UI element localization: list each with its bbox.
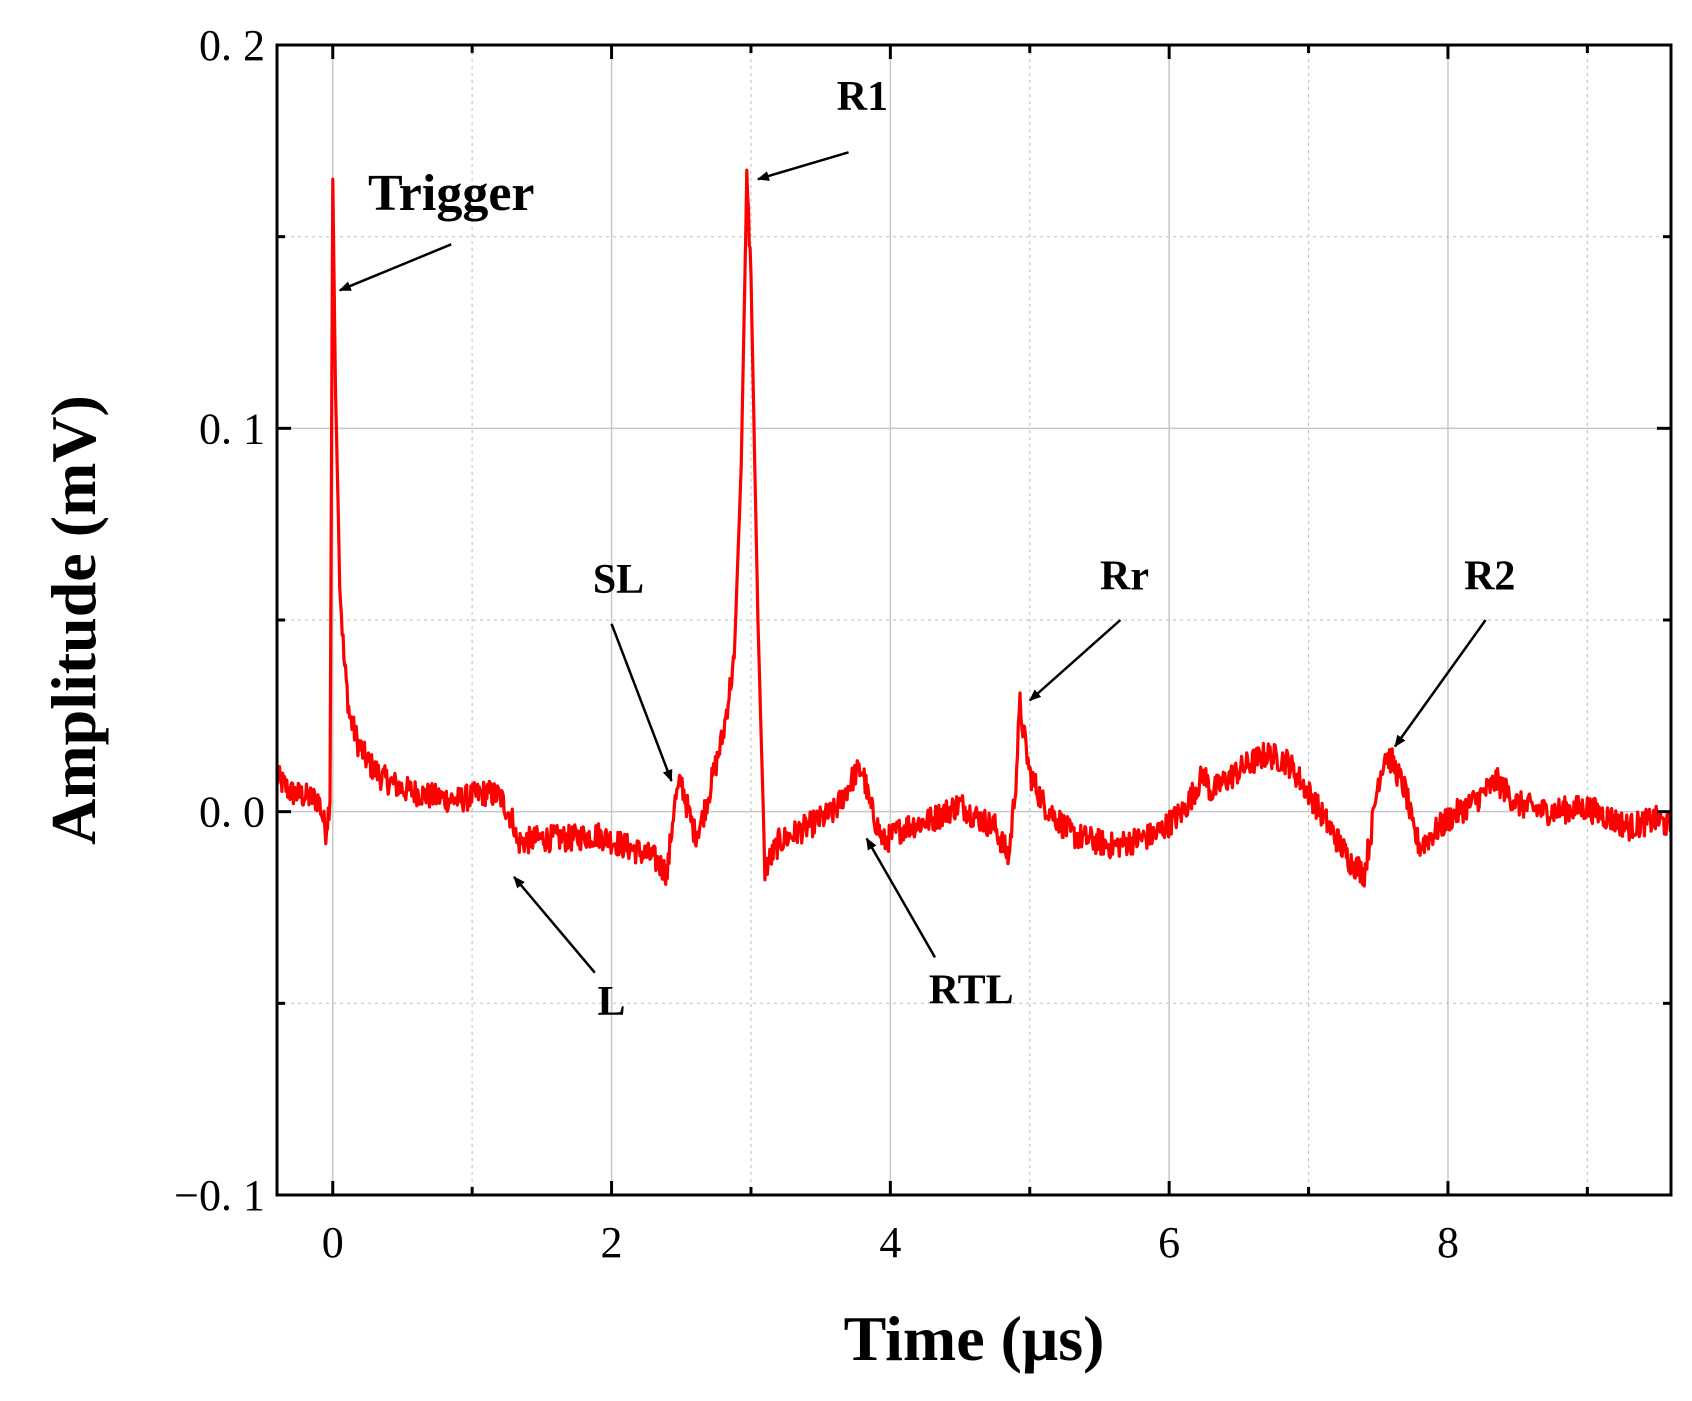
- annotation-label: R1: [837, 74, 888, 120]
- series-line: [277, 168, 1671, 888]
- x-tick-label: 6: [1158, 1218, 1180, 1267]
- x-tick-label: 0: [322, 1218, 344, 1267]
- annotation-arrow: [1393, 619, 1487, 748]
- series-layer: [277, 168, 1671, 888]
- annotation-label: SL: [593, 557, 644, 603]
- x-tick-label: 8: [1437, 1218, 1459, 1267]
- annotation-label: R2: [1464, 553, 1515, 599]
- tick-layer: 0 2 4 6 8 −0. 1 0. 0 0. 1 0. 2: [174, 21, 1671, 1267]
- annotation-label: Rr: [1100, 553, 1149, 599]
- annotation-label: L: [598, 979, 626, 1025]
- annotation-arrow: [1028, 619, 1122, 702]
- annotation-arrow: [865, 837, 937, 958]
- annotation-arrow: [513, 876, 596, 974]
- x-axis-title: Time (μs): [844, 1303, 1105, 1374]
- y-tick-label: 0. 1: [199, 404, 265, 453]
- y-tick-label: 0. 0: [199, 788, 265, 837]
- annotation-arrow: [610, 623, 673, 782]
- y-tick-label: 0. 2: [199, 21, 265, 70]
- x-tick-label: 4: [879, 1218, 901, 1267]
- annotation-layer: Trigger R1 SL L RTL Rr R2: [338, 74, 1515, 1025]
- x-tick-label: 2: [601, 1218, 623, 1267]
- annotation-label: Trigger: [368, 165, 535, 222]
- annotation-arrow: [338, 243, 452, 292]
- y-axis-title: Amplitude (mV): [38, 395, 109, 845]
- annotation-arrow: [756, 151, 849, 181]
- y-tick-label: −0. 1: [174, 1171, 265, 1220]
- annotation-label: RTL: [929, 967, 1014, 1013]
